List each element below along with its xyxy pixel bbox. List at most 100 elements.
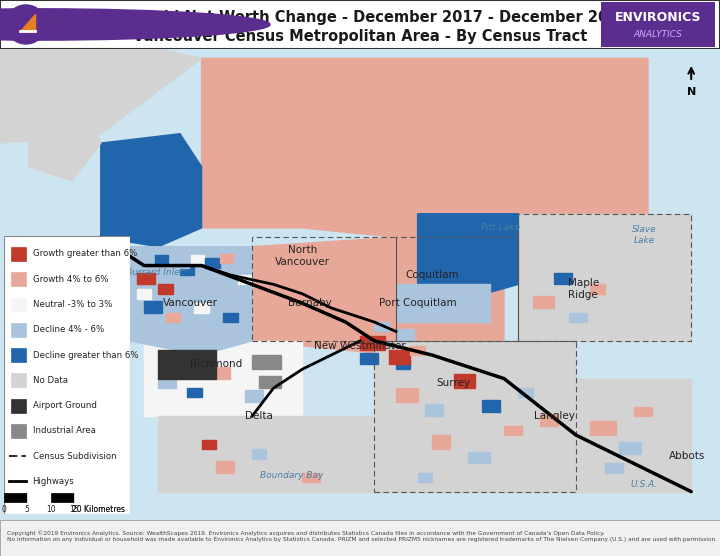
Bar (259, 376, 281, 388)
Text: Airport Ground: Airport Ground (32, 401, 96, 410)
Text: Burnaby: Burnaby (288, 298, 331, 308)
Bar (238, 275, 252, 285)
Bar (191, 255, 204, 263)
Bar (166, 312, 180, 322)
Bar (418, 473, 432, 482)
Polygon shape (518, 214, 691, 341)
Text: Port Coquitlam: Port Coquitlam (379, 298, 456, 308)
Bar (482, 400, 500, 411)
Polygon shape (158, 416, 374, 492)
Bar (12, 272, 27, 286)
Bar (605, 463, 623, 473)
Text: 15: 15 (70, 505, 79, 514)
Polygon shape (158, 350, 216, 379)
Bar (12, 399, 27, 413)
Bar (216, 291, 234, 303)
Bar (554, 272, 572, 285)
Bar (425, 404, 443, 416)
Text: Neutral -3% to 3%: Neutral -3% to 3% (32, 300, 112, 309)
Bar (569, 312, 587, 322)
Text: Langley: Langley (534, 411, 575, 421)
Bar (137, 272, 155, 285)
Bar (234, 259, 248, 268)
Polygon shape (418, 214, 518, 299)
Text: U.S.A.: U.S.A. (631, 480, 658, 489)
Text: Growth greater than 6%: Growth greater than 6% (32, 250, 137, 259)
Bar (158, 379, 176, 388)
Polygon shape (101, 133, 202, 247)
Text: 0: 0 (1, 505, 6, 514)
Text: Copyright ©2019 Environics Analytics. Source: WealthScapes 2019. Environics Anal: Copyright ©2019 Environics Analytics. So… (7, 530, 717, 542)
Text: Strait of
Georgia: Strait of Georgia (14, 315, 50, 334)
Text: N: N (687, 87, 696, 97)
Text: Abbots: Abbots (670, 451, 706, 461)
Bar (245, 390, 263, 402)
Text: North
Vancouver: North Vancouver (275, 245, 330, 267)
Bar (27, 493, 51, 502)
Text: Growth 4% to 6%: Growth 4% to 6% (32, 275, 108, 284)
Polygon shape (252, 237, 504, 355)
Bar (302, 473, 320, 482)
Text: ENVIRONICS: ENVIRONICS (615, 11, 701, 24)
Bar (360, 353, 378, 364)
Bar (144, 301, 162, 312)
Bar (619, 442, 641, 454)
Text: Boundary Bay: Boundary Bay (260, 470, 323, 480)
Bar (410, 346, 425, 355)
Bar (180, 266, 194, 275)
Text: 20 Kilometres: 20 Kilometres (71, 505, 125, 514)
Bar (468, 451, 490, 463)
Text: New Westminster: New Westminster (314, 341, 406, 351)
Polygon shape (0, 49, 202, 143)
Bar (590, 421, 616, 435)
Text: Census Subdivision: Census Subdivision (32, 451, 116, 461)
Bar (12, 323, 27, 337)
Bar (216, 461, 234, 473)
Text: Highways: Highways (32, 477, 74, 486)
Bar (252, 355, 281, 369)
Text: Pitt Lake: Pitt Lake (481, 224, 520, 232)
Polygon shape (396, 285, 490, 322)
Bar (74, 493, 98, 502)
Bar (12, 424, 27, 438)
Bar (396, 329, 414, 341)
Bar (374, 322, 389, 331)
Circle shape (0, 9, 270, 40)
Bar (205, 259, 220, 268)
Bar (396, 360, 410, 369)
Bar (176, 260, 189, 268)
Bar (389, 350, 410, 364)
Bar (187, 388, 202, 398)
Bar (51, 493, 74, 502)
Text: 5: 5 (24, 505, 30, 514)
Bar (155, 255, 168, 263)
Bar (216, 367, 230, 379)
Text: Household Net Worth Change - December 2017 - December 2018: Household Net Worth Change - December 20… (91, 9, 629, 24)
Bar (396, 388, 418, 402)
Text: Decline 4% - 6%: Decline 4% - 6% (32, 325, 104, 334)
Bar (194, 303, 209, 312)
Bar (158, 285, 173, 294)
Text: Vancouver Census Metropolitan Area - By Census Tract: Vancouver Census Metropolitan Area - By … (132, 29, 588, 44)
Text: Vancouver: Vancouver (163, 298, 218, 308)
Bar (533, 296, 554, 308)
Bar (432, 435, 450, 449)
Bar (590, 285, 605, 294)
Text: Coquitlam: Coquitlam (405, 270, 459, 280)
Circle shape (6, 5, 46, 44)
Bar (12, 374, 27, 388)
Bar (12, 247, 27, 261)
Text: Maple
Ridge: Maple Ridge (567, 279, 599, 300)
Bar (504, 426, 522, 435)
Text: Burrard Inlet: Burrard Inlet (126, 268, 184, 277)
Bar (518, 388, 533, 398)
Bar (223, 312, 238, 322)
Polygon shape (374, 341, 576, 492)
Polygon shape (202, 58, 648, 247)
Bar (360, 336, 385, 350)
Text: Decline greater than 6%: Decline greater than 6% (32, 351, 138, 360)
Text: Industrial Area: Industrial Area (32, 426, 96, 435)
Bar (220, 254, 234, 263)
Text: 20 Kilometres: 20 Kilometres (71, 505, 125, 514)
Text: Delta: Delta (246, 411, 273, 421)
